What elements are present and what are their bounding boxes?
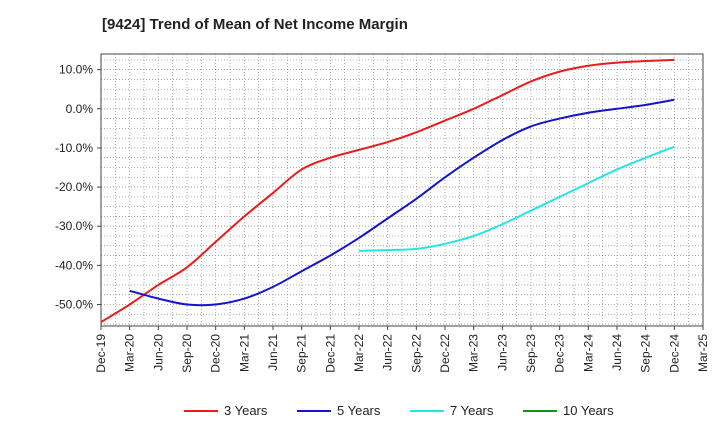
- y-tick-label: -10.0%: [55, 141, 93, 155]
- y-tick-label: -50.0%: [55, 297, 93, 311]
- y-tick-label: -20.0%: [55, 180, 93, 194]
- series-line-7-years: [358, 145, 675, 252]
- x-tick-label: Mar-21: [237, 334, 251, 372]
- x-tick-label: Sep-21: [295, 334, 309, 373]
- y-tick-label: 10.0%: [59, 63, 93, 77]
- legend-label-3-years: 3 Years: [224, 403, 268, 418]
- legend-label-10-years: 10 Years: [563, 403, 614, 418]
- x-tick-label: Jun-20: [151, 334, 165, 371]
- y-tick-label: 0.0%: [66, 102, 94, 116]
- x-tick-label: Dec-23: [553, 334, 567, 373]
- chart-title: [9424] Trend of Mean of Net Income Margi…: [102, 16, 408, 33]
- y-tick-label: -30.0%: [55, 219, 93, 233]
- x-tick-label: Jun-22: [381, 334, 395, 371]
- series-line-5-years: [129, 98, 675, 307]
- x-tick-label: Dec-24: [667, 334, 681, 373]
- x-tick-label: Dec-21: [323, 334, 337, 373]
- plot-frame: [100, 53, 704, 327]
- x-tick-label: Jun-21: [266, 334, 280, 371]
- legend-label-5-years: 5 Years: [337, 403, 381, 418]
- x-tick-label: Sep-22: [409, 334, 423, 373]
- x-tick-label: Jun-23: [495, 334, 509, 371]
- x-tick-label: Sep-23: [524, 334, 538, 373]
- x-tick-label: Jun-24: [610, 334, 624, 371]
- x-tick-label: Mar-20: [123, 334, 137, 372]
- x-tick-label: Mar-23: [467, 334, 481, 372]
- x-tick-label: Dec-22: [438, 334, 452, 373]
- legend-label-7-years: 7 Years: [450, 403, 494, 418]
- series-line-3-years: [100, 58, 675, 323]
- y-tick-label: -40.0%: [55, 258, 93, 272]
- x-tick-label: Mar-25: [696, 334, 710, 372]
- x-tick-label: Dec-19: [94, 334, 108, 373]
- x-tick-label: Mar-22: [352, 334, 366, 372]
- x-tick-label: Dec-20: [209, 334, 223, 373]
- x-tick-label: Mar-24: [581, 334, 595, 372]
- x-tick-label: Sep-24: [639, 334, 653, 373]
- x-tick-label: Sep-20: [180, 334, 194, 373]
